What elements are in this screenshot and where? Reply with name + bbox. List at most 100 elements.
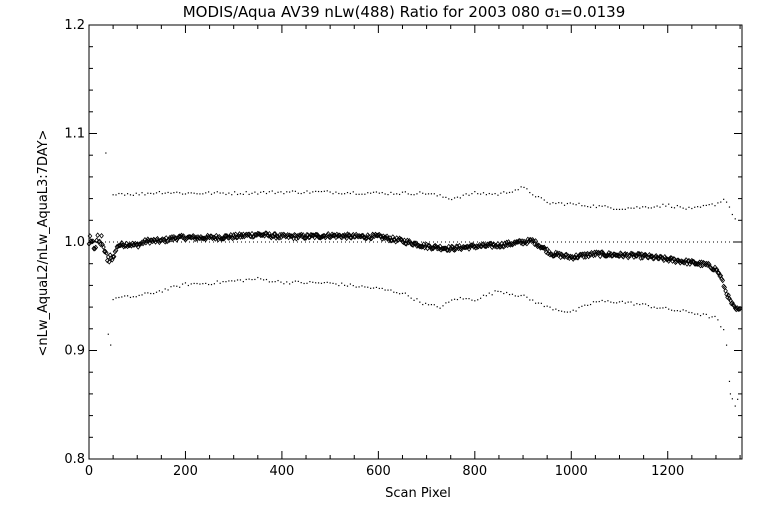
lower-bound-point <box>650 307 652 309</box>
lower-bound-point <box>549 306 551 308</box>
mean-point <box>172 235 178 242</box>
upper-bound-point <box>604 205 606 207</box>
lower-bound-point <box>647 305 650 307</box>
upper-bound-point <box>734 218 736 220</box>
upper-bound-point <box>323 190 325 192</box>
lower-bound-point <box>372 287 375 289</box>
lower-bound-point <box>523 294 525 296</box>
upper-bound-point <box>349 192 351 195</box>
lower-bound-point <box>286 281 288 283</box>
mean-point <box>429 246 434 252</box>
mean-point <box>180 234 185 241</box>
lower-bound-point <box>317 282 320 284</box>
upper-bound-point <box>442 196 444 198</box>
mean-point <box>119 240 125 246</box>
mean-point <box>213 236 218 242</box>
upper-bound-point <box>705 204 707 207</box>
upper-bound-point <box>141 192 143 194</box>
lower-bound-point <box>306 282 308 284</box>
upper-bound-point <box>480 193 482 195</box>
lower-bound-point <box>430 304 433 306</box>
upper-bound-point <box>286 191 288 193</box>
lower-bound-point <box>141 294 143 296</box>
lower-bound-point <box>526 296 528 298</box>
upper-bound-point <box>526 188 528 190</box>
upper-bound-point <box>552 202 554 204</box>
lower-bound-point <box>624 302 626 304</box>
upper-bound-point <box>699 206 702 208</box>
upper-bound-point <box>488 192 490 195</box>
upper-bound-point <box>208 191 210 193</box>
upper-bound-point <box>115 194 117 196</box>
upper-bound-point <box>711 203 713 205</box>
upper-bound-point <box>170 192 172 194</box>
upper-bound-point <box>205 192 207 194</box>
lower-bound-point <box>482 294 485 296</box>
mean-point <box>336 232 342 239</box>
upper-bound-point <box>584 205 586 207</box>
upper-bound-point <box>239 193 242 195</box>
upper-bound-point <box>668 203 670 205</box>
y-tick-label: 0.8 <box>64 452 85 467</box>
mean-point <box>220 235 226 242</box>
mean-point <box>177 233 182 240</box>
mean-point <box>375 232 380 239</box>
lower-bound-point <box>610 301 612 303</box>
lower-bound-point <box>537 302 540 304</box>
mean-point <box>735 306 741 312</box>
lower-bound-point <box>569 311 571 313</box>
lower-bound-point <box>662 307 664 309</box>
lower-bound-point <box>665 306 667 309</box>
upper-bound-point <box>621 208 623 210</box>
upper-bound-point <box>422 192 424 194</box>
lower-bound-point <box>558 310 560 312</box>
lower-bound-point <box>277 279 279 282</box>
lower-bound-point <box>401 292 404 295</box>
mean-point <box>394 235 400 241</box>
outlier-point <box>110 344 112 346</box>
lower-bound-point <box>598 300 600 303</box>
lower-bound-point <box>442 305 444 307</box>
upper-bound-point <box>511 191 514 193</box>
upper-bound-point <box>494 192 496 195</box>
mean-point <box>415 242 421 249</box>
mean-point <box>681 260 687 266</box>
upper-bound-point <box>679 206 681 208</box>
mean-point <box>575 254 581 261</box>
lower-bound-point <box>448 301 450 303</box>
mean-point <box>111 253 117 260</box>
lower-bound-point <box>685 310 687 312</box>
upper-bound-point <box>673 207 676 209</box>
mean-point <box>393 238 399 245</box>
mean-point <box>422 244 427 251</box>
mean-point <box>102 248 107 255</box>
upper-bound-point <box>642 206 644 208</box>
upper-bound-point <box>439 194 441 196</box>
upper-bound-point <box>517 189 519 191</box>
lower-bound-point <box>361 285 363 287</box>
lower-bound-point <box>422 303 424 306</box>
upper-bound-point <box>723 198 725 200</box>
upper-bound-point <box>451 198 453 201</box>
upper-bound-point <box>682 207 684 209</box>
lower-bound-point <box>734 405 736 407</box>
lower-bound-point <box>616 302 618 304</box>
lower-bound-point <box>398 293 401 295</box>
lower-bound-point <box>688 311 690 314</box>
mean-point <box>537 243 542 249</box>
mean-point <box>86 241 92 247</box>
upper-bound-point <box>543 199 545 201</box>
mean-point <box>369 235 374 242</box>
mean-point <box>263 230 268 237</box>
lower-bound-point <box>242 281 244 283</box>
upper-bound-point <box>179 192 181 194</box>
upper-bound-point <box>164 192 166 194</box>
upper-bound-point <box>540 197 542 199</box>
lower-bound-point <box>126 295 129 297</box>
mean-point <box>126 242 131 249</box>
lower-bound-point <box>410 297 412 299</box>
lower-bound-point <box>181 283 184 285</box>
lower-bound-point <box>222 280 224 283</box>
mean-point <box>113 247 119 254</box>
lower-bound-point <box>274 281 276 283</box>
